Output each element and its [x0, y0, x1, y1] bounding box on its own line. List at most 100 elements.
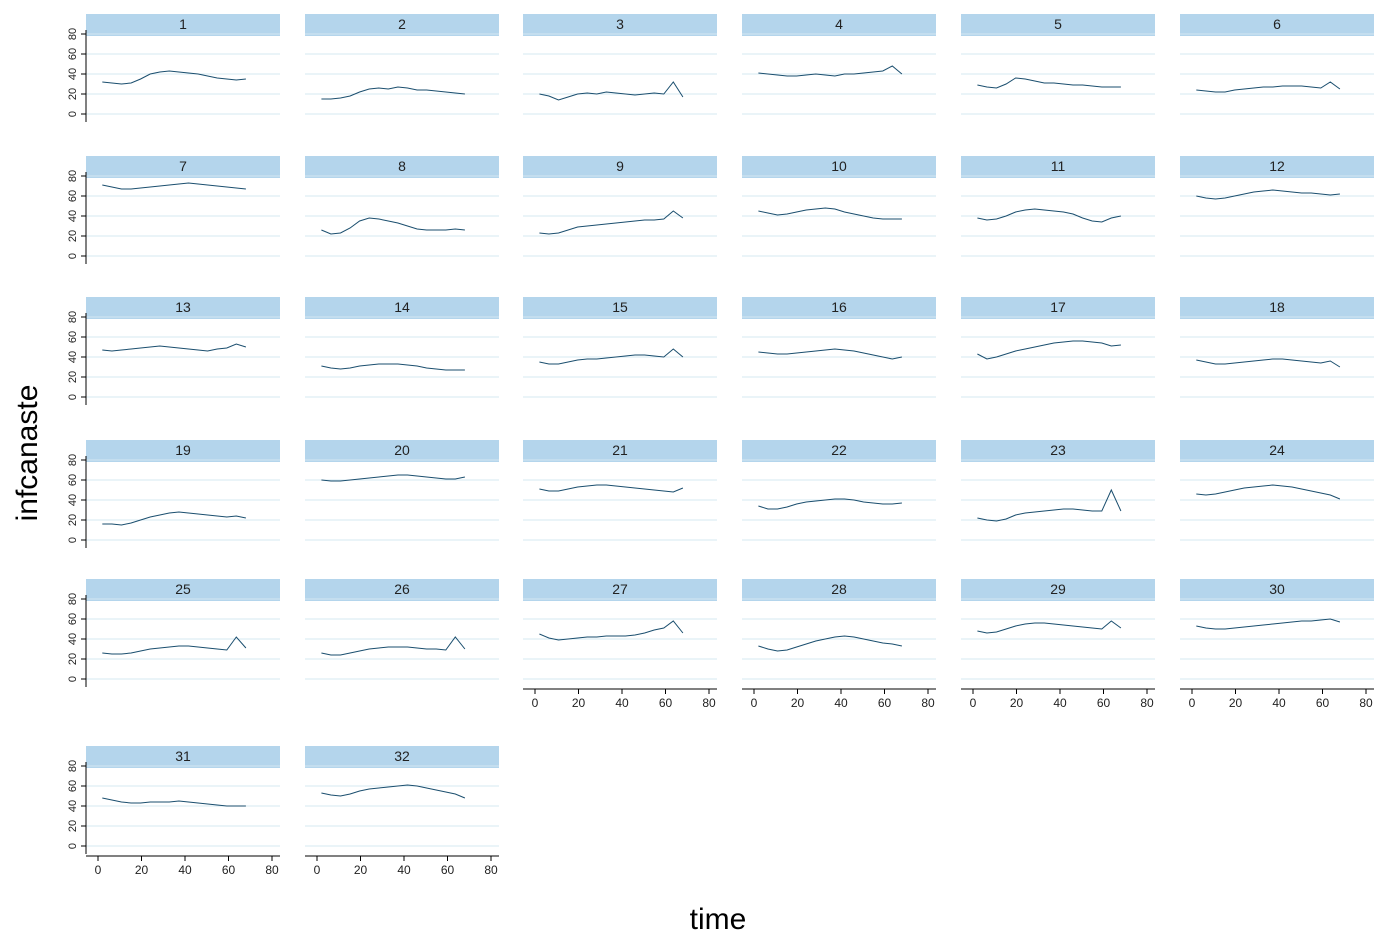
panel-title: 14	[394, 299, 410, 315]
panel-title: 15	[612, 299, 628, 315]
x-tick-label: 20	[572, 696, 586, 710]
panel-title: 20	[394, 442, 410, 458]
panel-title: 1	[179, 16, 187, 32]
panel-title: 5	[1054, 16, 1062, 32]
panel-title: 6	[1273, 16, 1281, 32]
panel-strip	[1180, 579, 1374, 601]
panel-strip	[305, 440, 499, 462]
panel-strip	[523, 440, 717, 462]
panel-title: 26	[394, 581, 410, 597]
panel-title: 7	[179, 158, 187, 174]
series-line	[102, 343, 247, 352]
panel: 9	[523, 156, 717, 257]
y-tick-label: 60	[67, 474, 79, 486]
panel: 28 0 20 40 60 80	[742, 579, 936, 710]
series-line	[102, 636, 247, 655]
series-line	[1196, 484, 1341, 500]
panel-strip	[1180, 156, 1374, 178]
x-tick-label: 60	[441, 863, 455, 877]
series-line	[321, 636, 466, 656]
y-tick-label: 0	[67, 843, 79, 849]
y-axis-label: infcanaste	[11, 384, 44, 522]
panel-strip	[305, 156, 499, 178]
x-tick-label: 0	[970, 696, 977, 710]
x-tick-label: 20	[354, 863, 368, 877]
panel: 3	[523, 14, 717, 115]
x-tick-label: 40	[834, 696, 848, 710]
y-tick-label: 0	[67, 111, 79, 117]
series-line	[977, 208, 1122, 223]
series-line	[1196, 189, 1340, 200]
panel: 10	[742, 156, 936, 257]
x-tick-label: 60	[878, 696, 892, 710]
panel-title: 32	[394, 748, 410, 764]
x-tick-label: 60	[1316, 696, 1330, 710]
panel: 5	[961, 14, 1155, 115]
panel-strip	[523, 579, 717, 601]
x-tick-label: 80	[1359, 696, 1373, 710]
series-line	[321, 784, 466, 799]
panel-title: 2	[398, 16, 406, 32]
panel: 18	[1180, 297, 1374, 398]
series-line	[321, 363, 465, 371]
panel-title: 22	[831, 442, 847, 458]
series-line	[758, 635, 903, 652]
x-axis-label: time	[689, 903, 747, 936]
y-tick-label: 80	[67, 760, 79, 772]
panel-strip	[305, 746, 499, 768]
series-line	[977, 77, 1121, 89]
panel-title: 13	[175, 299, 191, 315]
panel-strip	[961, 297, 1155, 319]
panel: 29 0 20 40 60 80	[961, 579, 1155, 710]
panel-title: 28	[831, 581, 847, 597]
panel-strip	[523, 14, 717, 36]
panel: 26	[305, 579, 499, 680]
panel-strip	[961, 579, 1155, 601]
panel-title: 30	[1269, 581, 1285, 597]
panel: 8	[305, 156, 499, 257]
panel: 25 0 20 40 60 80	[67, 579, 280, 687]
y-tick-label: 80	[67, 170, 79, 182]
y-tick-label: 40	[67, 68, 79, 80]
panel: 7 0 20 40 60 80	[67, 156, 280, 264]
panel-title: 17	[1050, 299, 1066, 315]
panel: 19 0 20 40 60 80	[67, 440, 280, 548]
series-line	[977, 340, 1121, 360]
series-line	[102, 511, 247, 526]
panel: 2	[305, 14, 499, 115]
panel-strip	[86, 746, 280, 768]
panel: 17	[961, 297, 1155, 398]
series-line	[977, 488, 1122, 522]
panel: 27 0 20 40 60 80	[523, 579, 717, 710]
x-tick-label: 0	[95, 863, 102, 877]
y-tick-label: 40	[67, 800, 79, 812]
series-line	[102, 182, 246, 190]
panel-strip	[305, 14, 499, 36]
panel-title: 9	[616, 158, 624, 174]
panel-title: 29	[1050, 581, 1066, 597]
panel-title: 8	[398, 158, 406, 174]
panel-strip	[961, 440, 1155, 462]
panel: 30 0 20 40 60 80	[1180, 579, 1374, 710]
series-line	[102, 797, 246, 807]
panel-strip	[961, 14, 1155, 36]
panel-strip	[86, 440, 280, 462]
y-tick-label: 20	[67, 820, 79, 832]
y-tick-label: 60	[67, 780, 79, 792]
x-tick-label: 80	[1140, 696, 1154, 710]
x-tick-label: 20	[1010, 696, 1024, 710]
x-tick-label: 40	[1053, 696, 1067, 710]
y-tick-label: 80	[67, 454, 79, 466]
series-line	[539, 210, 684, 235]
panel-title: 16	[831, 299, 847, 315]
x-tick-label: 40	[1272, 696, 1286, 710]
y-tick-label: 20	[67, 514, 79, 526]
panel-title: 31	[175, 748, 191, 764]
panel: 11	[961, 156, 1155, 257]
y-tick-label: 20	[67, 653, 79, 665]
panel-strip	[742, 440, 936, 462]
panel: 16	[742, 297, 936, 398]
panel-title: 12	[1269, 158, 1285, 174]
panel-title: 11	[1051, 158, 1066, 174]
panel-title: 18	[1269, 299, 1285, 315]
